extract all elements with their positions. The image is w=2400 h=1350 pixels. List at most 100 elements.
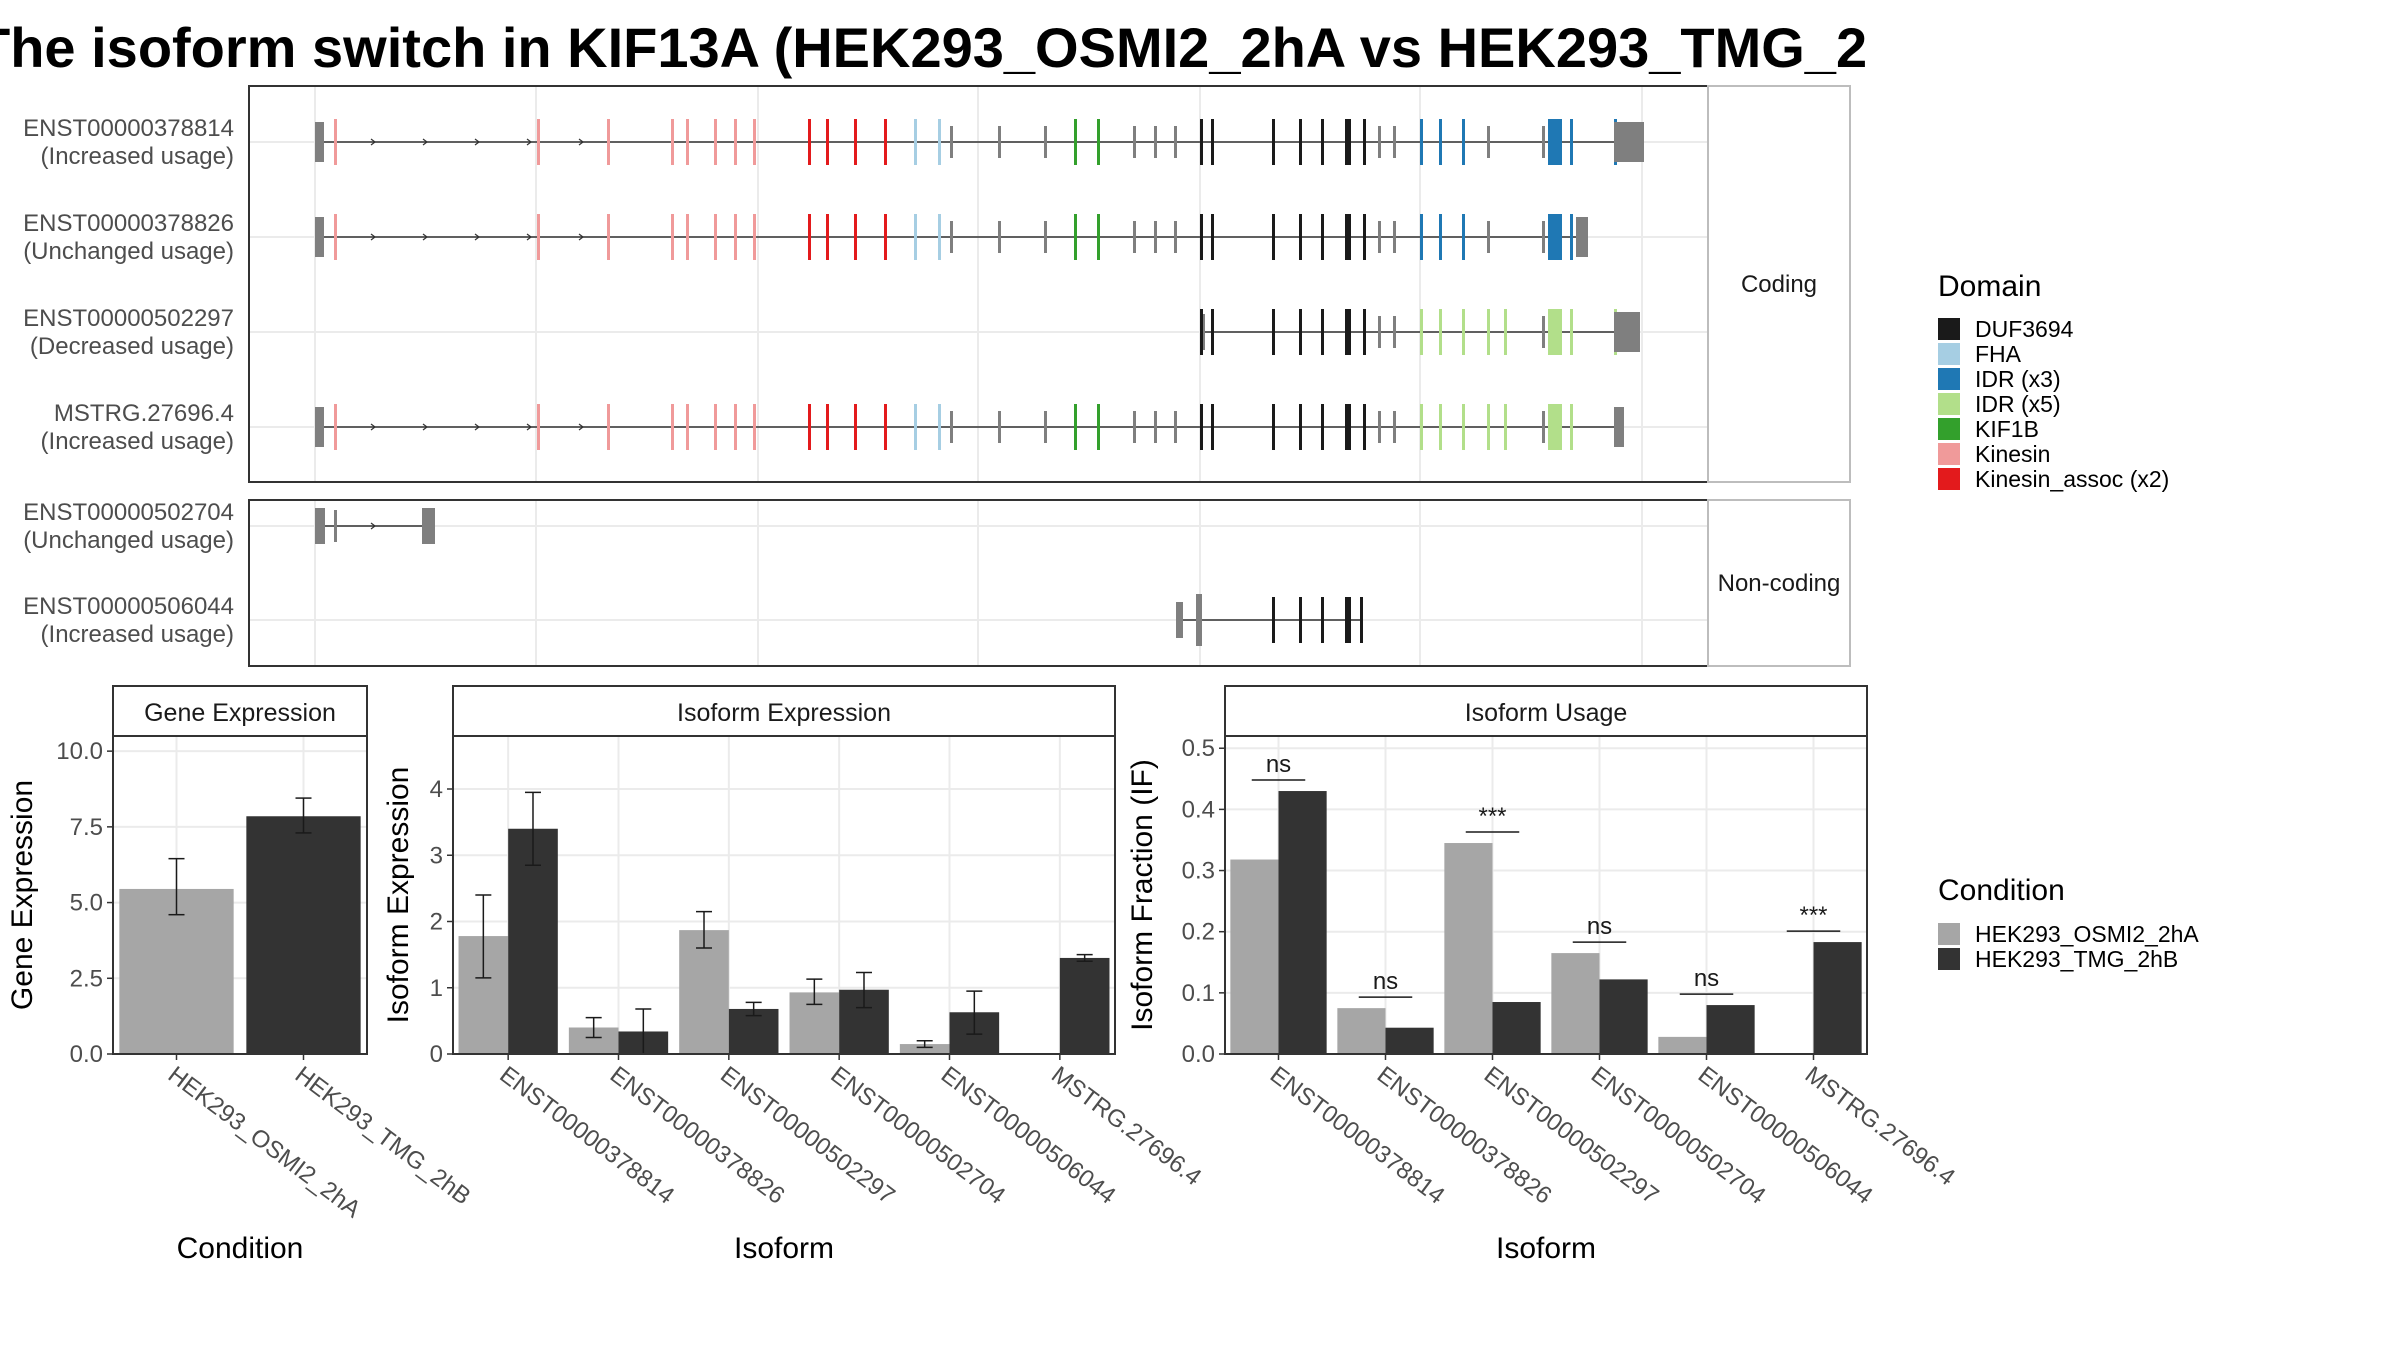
exon — [1363, 119, 1366, 165]
legend-key-condition — [1938, 948, 1960, 970]
bar — [1059, 957, 1110, 1054]
exon — [826, 119, 829, 165]
exon — [1200, 119, 1203, 165]
exon — [1321, 119, 1324, 165]
y-axis-title: Isoform Expression — [382, 767, 415, 1024]
transcript-track — [315, 214, 1588, 260]
strand-arrow — [526, 233, 532, 241]
y-tick-label: 4 — [430, 776, 443, 803]
exon — [315, 217, 324, 257]
facet-strip — [1707, 499, 1851, 667]
y-tick-label: 0.0 — [70, 1041, 103, 1068]
exon — [1439, 309, 1442, 355]
bar — [1658, 1036, 1707, 1054]
legend-key-domain — [1938, 318, 1960, 340]
x-tick-label: ENST00000502297 — [1479, 1061, 1664, 1209]
transcript-id-label: ENST00000502704 — [23, 499, 234, 526]
exon — [714, 119, 717, 165]
bar — [508, 828, 558, 1054]
exon — [1174, 221, 1177, 253]
exon — [1393, 221, 1396, 253]
exon — [1211, 119, 1214, 165]
transcript-usage-label: (Increased usage) — [41, 621, 234, 648]
y-tick-label: 0.0 — [1182, 1041, 1215, 1068]
exon — [1487, 221, 1490, 253]
significance-label: *** — [1478, 803, 1506, 830]
exon — [1211, 309, 1214, 355]
exon — [315, 508, 325, 544]
strand-arrow — [474, 138, 480, 146]
chart-strip — [1224, 685, 1868, 737]
exon — [1348, 597, 1351, 643]
exon — [1321, 309, 1324, 355]
exon — [1570, 119, 1573, 165]
bar — [1385, 1027, 1434, 1054]
exon — [1360, 597, 1363, 643]
y-tick-label: 2 — [430, 909, 443, 936]
chart-strip — [452, 685, 1116, 737]
legend-key-domain — [1938, 343, 1960, 365]
exon — [938, 404, 941, 450]
y-tick-label: 0.1 — [1182, 980, 1215, 1007]
exon — [1570, 214, 1573, 260]
transcript-track — [1176, 594, 1363, 646]
exon — [734, 404, 737, 450]
strand-arrow — [422, 233, 428, 241]
strand-arrow — [370, 522, 376, 530]
exon — [884, 404, 887, 450]
exon — [1074, 214, 1077, 260]
strand-arrow — [370, 423, 376, 431]
exon — [1174, 126, 1177, 158]
exon — [422, 508, 435, 544]
y-tick-label: 0.2 — [1182, 919, 1215, 946]
legend-key-domain — [1938, 368, 1960, 390]
x-tick-label: ENST00000502704 — [1586, 1061, 1771, 1209]
legend-label-domain: DUF3694 — [1975, 316, 2074, 342]
exon — [671, 404, 674, 450]
exon — [1097, 404, 1100, 450]
exon — [950, 411, 953, 443]
exon — [998, 411, 1001, 443]
exon — [1097, 214, 1100, 260]
significance-label: ns — [1694, 965, 1719, 992]
y-tick-label: 10.0 — [56, 738, 103, 765]
exon — [1462, 119, 1465, 165]
exon — [1378, 221, 1381, 253]
exon — [1393, 411, 1396, 443]
exon — [1548, 214, 1562, 260]
legend-key-domain — [1938, 418, 1960, 440]
chart-panel-border — [112, 735, 368, 1055]
exon — [1462, 214, 1465, 260]
exon — [1363, 404, 1366, 450]
bar — [119, 888, 234, 1054]
transcript-usage-label: (Unchanged usage) — [23, 238, 234, 265]
strand-arrow — [422, 138, 428, 146]
exon — [1074, 119, 1077, 165]
exon — [884, 214, 887, 260]
bar — [1444, 843, 1493, 1054]
exon — [808, 214, 811, 260]
exon — [1200, 214, 1203, 260]
exon — [1348, 214, 1351, 260]
exon — [1299, 214, 1302, 260]
transcript-id-label: ENST00000378826 — [23, 210, 234, 237]
exon — [1614, 312, 1640, 352]
exon — [998, 126, 1001, 158]
transcript-track — [315, 404, 1624, 450]
exon — [1097, 119, 1100, 165]
facet-label-noncoding: Non-coding — [1718, 570, 1841, 597]
exon — [1420, 404, 1423, 450]
exon — [854, 119, 857, 165]
y-tick-label: 0.5 — [1182, 735, 1215, 762]
y-tick-label: 0 — [430, 1041, 443, 1068]
legend-label-domain: IDR (x5) — [1975, 391, 2061, 417]
x-axis-title: Condition — [177, 1232, 304, 1265]
legend-key-domain — [1938, 393, 1960, 415]
x-tick-label: ENST00000378814 — [1265, 1061, 1450, 1209]
exon — [914, 404, 917, 450]
x-tick-label: ENST00000378826 — [1372, 1061, 1557, 1209]
exon — [1272, 214, 1275, 260]
exon — [854, 404, 857, 450]
legend-key-condition — [1938, 923, 1960, 945]
exon — [1133, 411, 1136, 443]
